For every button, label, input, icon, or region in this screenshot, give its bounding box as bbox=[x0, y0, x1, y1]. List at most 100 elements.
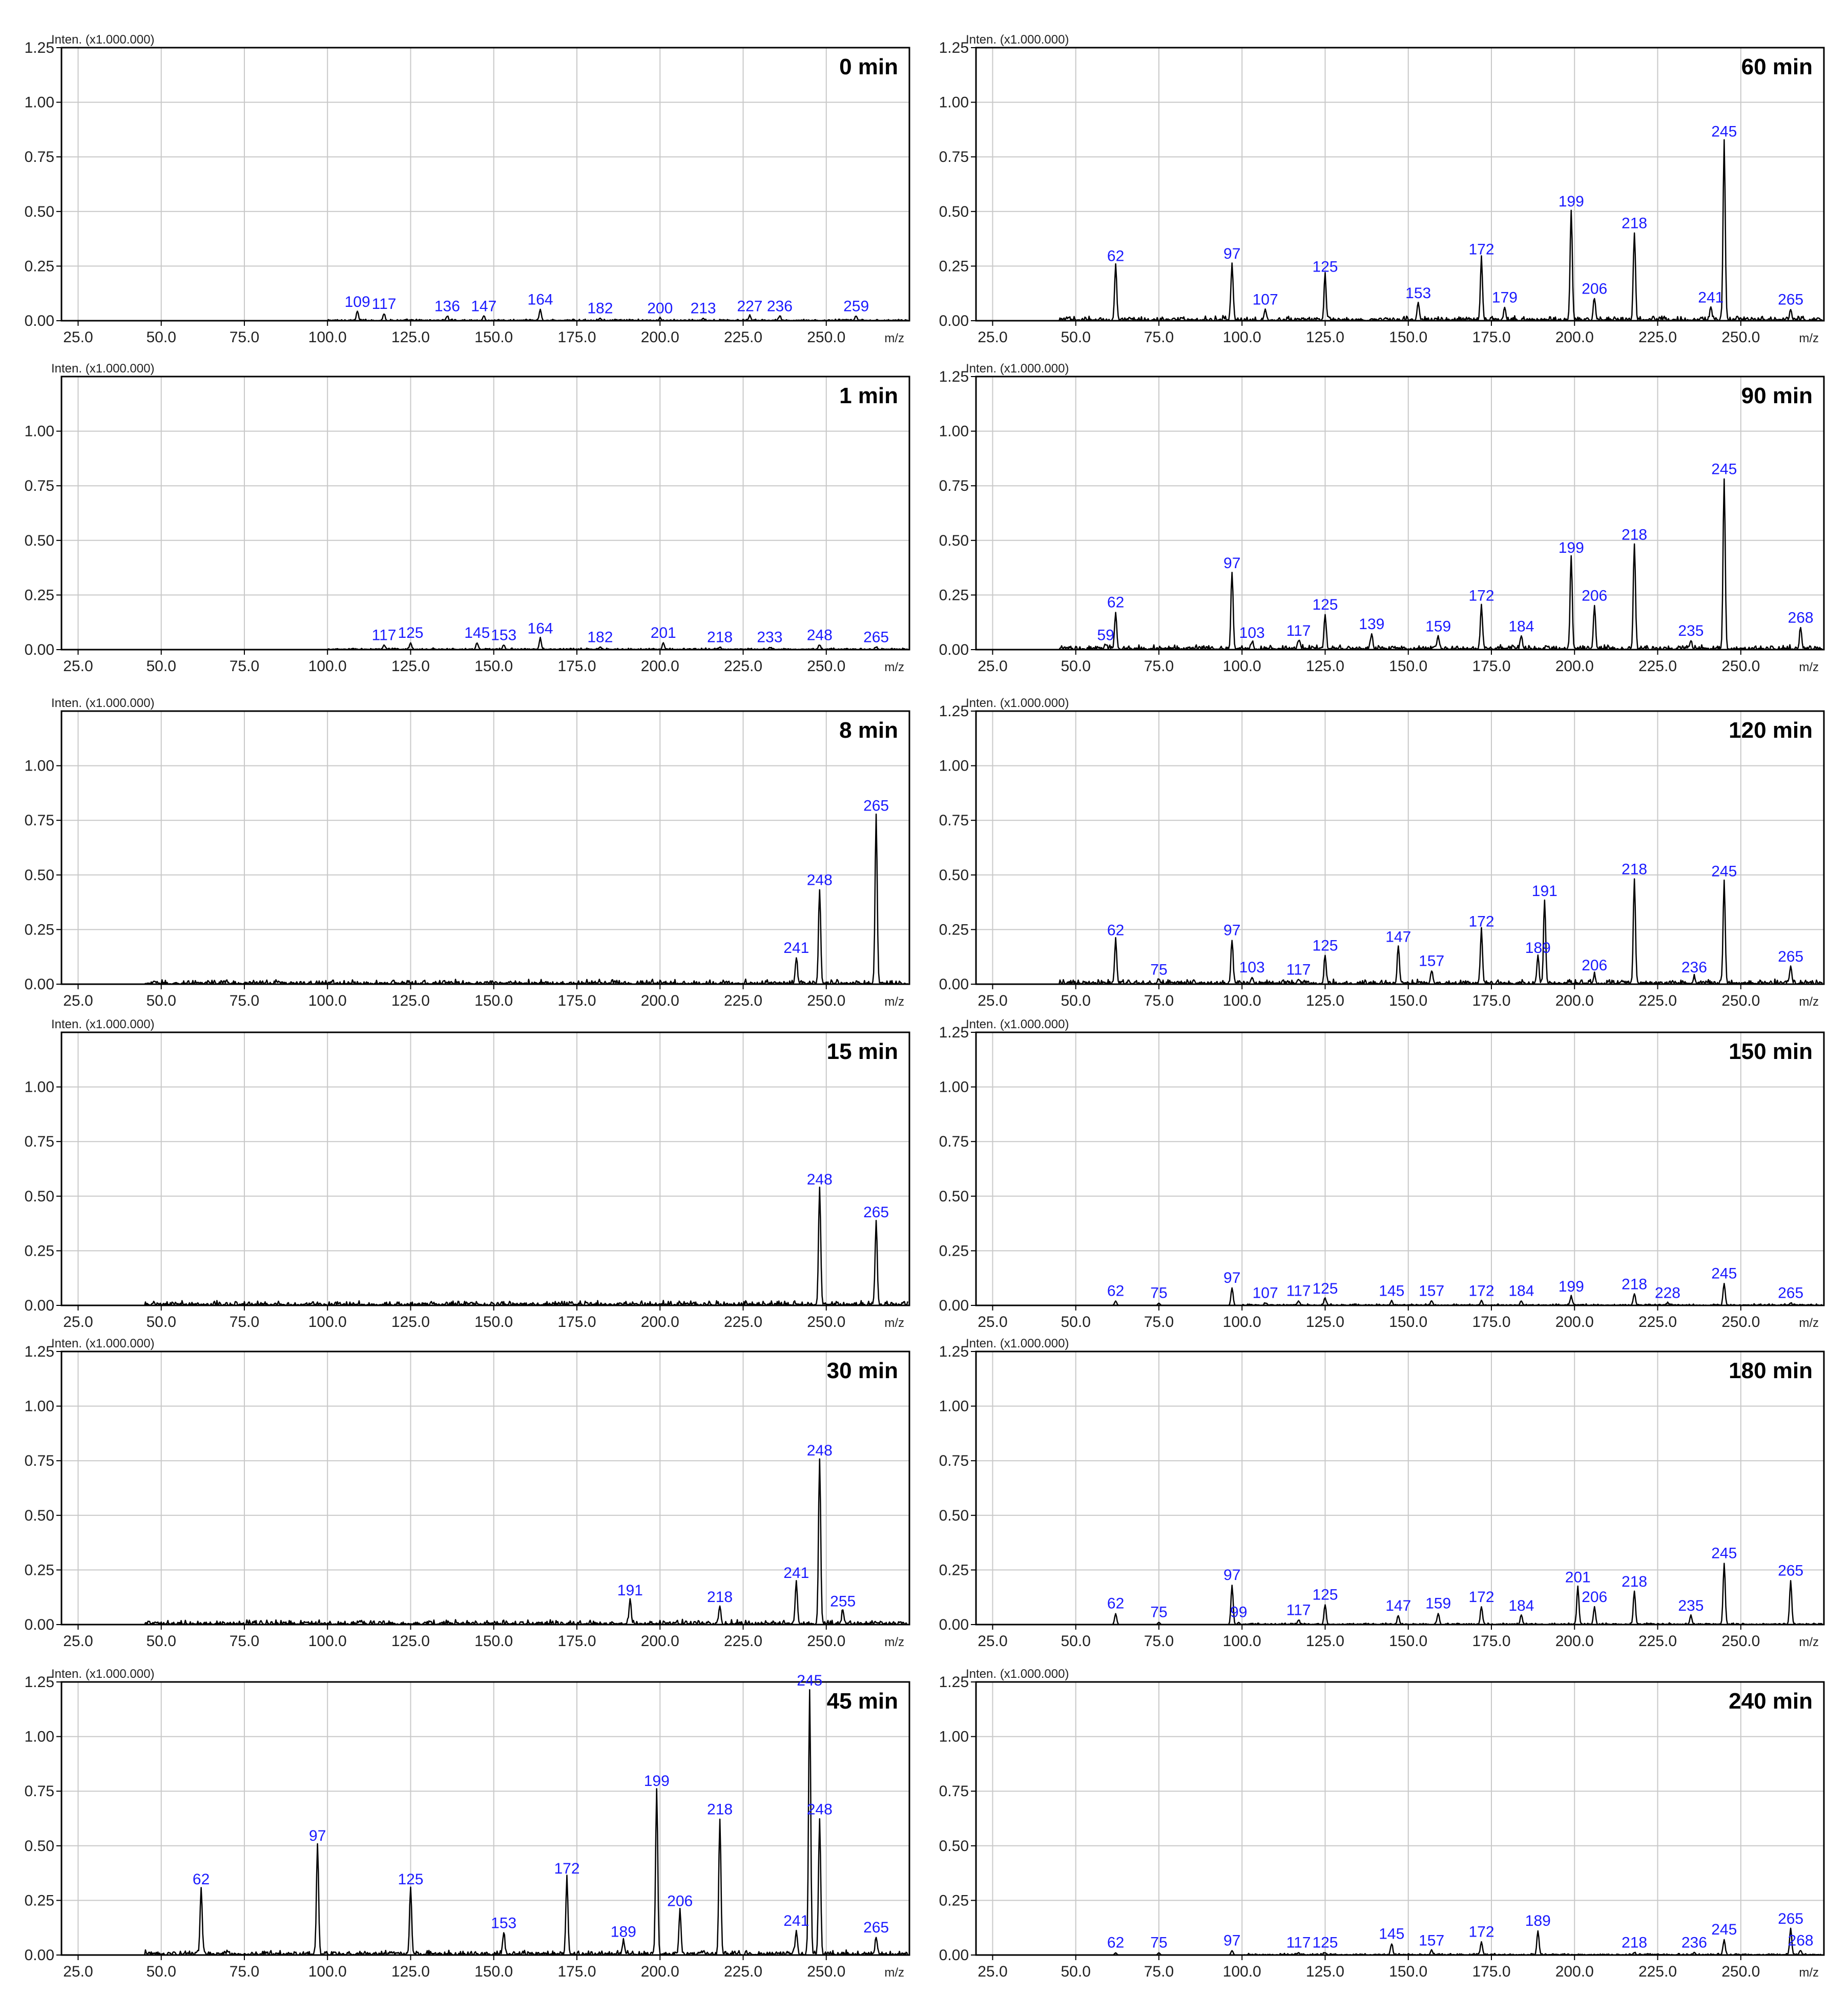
y-tick-label: 0.00 bbox=[25, 1297, 54, 1314]
x-tick-label: 75.0 bbox=[230, 1314, 259, 1330]
x-tick-label: 50.0 bbox=[147, 992, 176, 1009]
x-axis-label: m/z bbox=[884, 995, 904, 1009]
x-tick-label: 175.0 bbox=[1472, 1963, 1510, 1980]
x-tick-label: 75.0 bbox=[1144, 658, 1174, 675]
peak-label: 59 bbox=[1097, 627, 1114, 643]
y-tick-label: 0.75 bbox=[25, 1783, 54, 1800]
x-tick-label: 175.0 bbox=[557, 658, 596, 675]
peak-label: 62 bbox=[1107, 1595, 1124, 1612]
peak-label: 265 bbox=[863, 1204, 889, 1221]
y-tick-label: 0.75 bbox=[25, 149, 54, 165]
x-tick-label: 100.0 bbox=[308, 1314, 347, 1330]
peak-label: 157 bbox=[1419, 952, 1444, 969]
x-tick-label: 200.0 bbox=[641, 992, 679, 1009]
peak-label: 75 bbox=[1150, 1935, 1167, 1951]
x-axis-label: m/z bbox=[884, 660, 904, 674]
x-tick-label: 225.0 bbox=[1638, 1633, 1677, 1650]
time-label: 180 min bbox=[1729, 1358, 1813, 1383]
x-tick-label: 125.0 bbox=[1306, 1314, 1344, 1330]
peak-label: 236 bbox=[767, 298, 793, 315]
x-tick-label: 100.0 bbox=[1223, 329, 1261, 346]
spectrum-trace bbox=[983, 878, 1823, 985]
x-tick-label: 175.0 bbox=[557, 1633, 596, 1650]
y-tick-label: 0.25 bbox=[25, 1892, 54, 1909]
peak-label: 125 bbox=[1312, 1280, 1338, 1297]
y-tick-label: 0.00 bbox=[25, 1947, 54, 1964]
y-axis-label: Inten. (x1.000.000) bbox=[966, 696, 1069, 710]
x-tick-label: 50.0 bbox=[1061, 1633, 1091, 1650]
x-tick-label: 50.0 bbox=[1061, 329, 1091, 346]
plot-frame bbox=[60, 47, 910, 322]
peak-label: 218 bbox=[1622, 215, 1647, 232]
peak-label: 241 bbox=[783, 1565, 809, 1582]
peak-label: 241 bbox=[783, 940, 809, 957]
peak-label: 117 bbox=[1286, 1282, 1311, 1299]
peak-label: 153 bbox=[491, 1915, 516, 1931]
peak-label: 235 bbox=[1678, 622, 1704, 639]
x-tick-label: 25.0 bbox=[978, 658, 1007, 675]
peak-label: 265 bbox=[1778, 1285, 1803, 1302]
spectrum-panel: 25.0 50.0 75.0 100.0 125.0 150.0 175.0 200.0 225… bbox=[939, 33, 1825, 346]
x-tick-label: 250.0 bbox=[807, 992, 845, 1009]
x-tick-label: 50.0 bbox=[147, 1633, 176, 1650]
peak-label: 125 bbox=[1312, 596, 1338, 613]
peak-label: 218 bbox=[1622, 861, 1647, 878]
peak-label: 191 bbox=[617, 1582, 643, 1599]
y-tick-label: 0.25 bbox=[939, 587, 969, 604]
peak-label: 201 bbox=[1565, 1569, 1591, 1586]
spectrum-trace bbox=[68, 1689, 908, 1956]
x-tick-label: 75.0 bbox=[230, 1963, 259, 1980]
peak-label: 218 bbox=[707, 1801, 733, 1818]
peak-label: 199 bbox=[1559, 1278, 1584, 1295]
peak-label: 145 bbox=[1379, 1282, 1404, 1299]
peak-label: 268 bbox=[1788, 1932, 1814, 1949]
y-tick-label: 0.75 bbox=[939, 1783, 969, 1800]
y-tick-label: 1.25 bbox=[939, 368, 969, 385]
x-tick-label: 225.0 bbox=[1638, 992, 1677, 1009]
peak-label: 213 bbox=[691, 300, 716, 317]
x-tick-label: 175.0 bbox=[557, 992, 596, 1009]
plot-frame bbox=[60, 376, 910, 651]
peak-label: 265 bbox=[863, 1919, 889, 1936]
x-tick-label: 175.0 bbox=[557, 329, 596, 346]
spectrum-panel: 25.0 50.0 75.0 100.0 125.0 150.0 175.0 200.0 225… bbox=[25, 33, 910, 346]
peak-label: 201 bbox=[651, 625, 676, 641]
peak-label: 125 bbox=[398, 625, 423, 641]
x-tick-label: 200.0 bbox=[1555, 1633, 1594, 1650]
peak-label: 164 bbox=[528, 292, 553, 308]
peak-label: 172 bbox=[1468, 1282, 1494, 1299]
time-label: 1 min bbox=[839, 383, 898, 408]
x-tick-label: 75.0 bbox=[230, 1633, 259, 1650]
peak-label: 62 bbox=[193, 1871, 210, 1888]
x-tick-label: 200.0 bbox=[1555, 329, 1594, 346]
x-tick-label: 25.0 bbox=[978, 1314, 1007, 1330]
x-tick-label: 200.0 bbox=[1555, 1963, 1594, 1980]
y-tick-label: 1.00 bbox=[939, 1079, 969, 1096]
peak-label: 75 bbox=[1150, 961, 1167, 978]
y-tick-label: 0.75 bbox=[25, 1133, 54, 1150]
x-tick-label: 200.0 bbox=[641, 1314, 679, 1330]
peak-label: 125 bbox=[1312, 259, 1338, 276]
peak-label: 265 bbox=[1778, 948, 1803, 965]
peak-label: 147 bbox=[471, 298, 496, 315]
x-tick-label: 150.0 bbox=[1389, 658, 1427, 675]
x-axis-label: m/z bbox=[1799, 995, 1819, 1009]
peak-label: 125 bbox=[1312, 1587, 1338, 1604]
x-tick-label: 250.0 bbox=[807, 329, 845, 346]
y-tick-label: 0.75 bbox=[25, 1452, 54, 1469]
peak-label: 62 bbox=[1107, 594, 1124, 611]
spectrum-trace bbox=[68, 1187, 909, 1306]
x-tick-label: 150.0 bbox=[1389, 992, 1427, 1009]
x-tick-label: 225.0 bbox=[724, 1963, 762, 1980]
x-tick-label: 25.0 bbox=[978, 1963, 1007, 1980]
x-tick-label: 50.0 bbox=[147, 1963, 176, 1980]
x-tick-label: 100.0 bbox=[1223, 1314, 1261, 1330]
y-tick-label: 1.25 bbox=[25, 1674, 54, 1691]
peak-label: 236 bbox=[1681, 1935, 1707, 1951]
x-tick-label: 125.0 bbox=[391, 992, 430, 1009]
x-axis-label: m/z bbox=[1799, 1966, 1819, 1980]
y-tick-label: 1.00 bbox=[25, 758, 54, 775]
peak-label: 103 bbox=[1239, 625, 1265, 641]
y-tick-label: 0.75 bbox=[939, 1452, 969, 1469]
x-tick-label: 225.0 bbox=[1638, 658, 1677, 675]
